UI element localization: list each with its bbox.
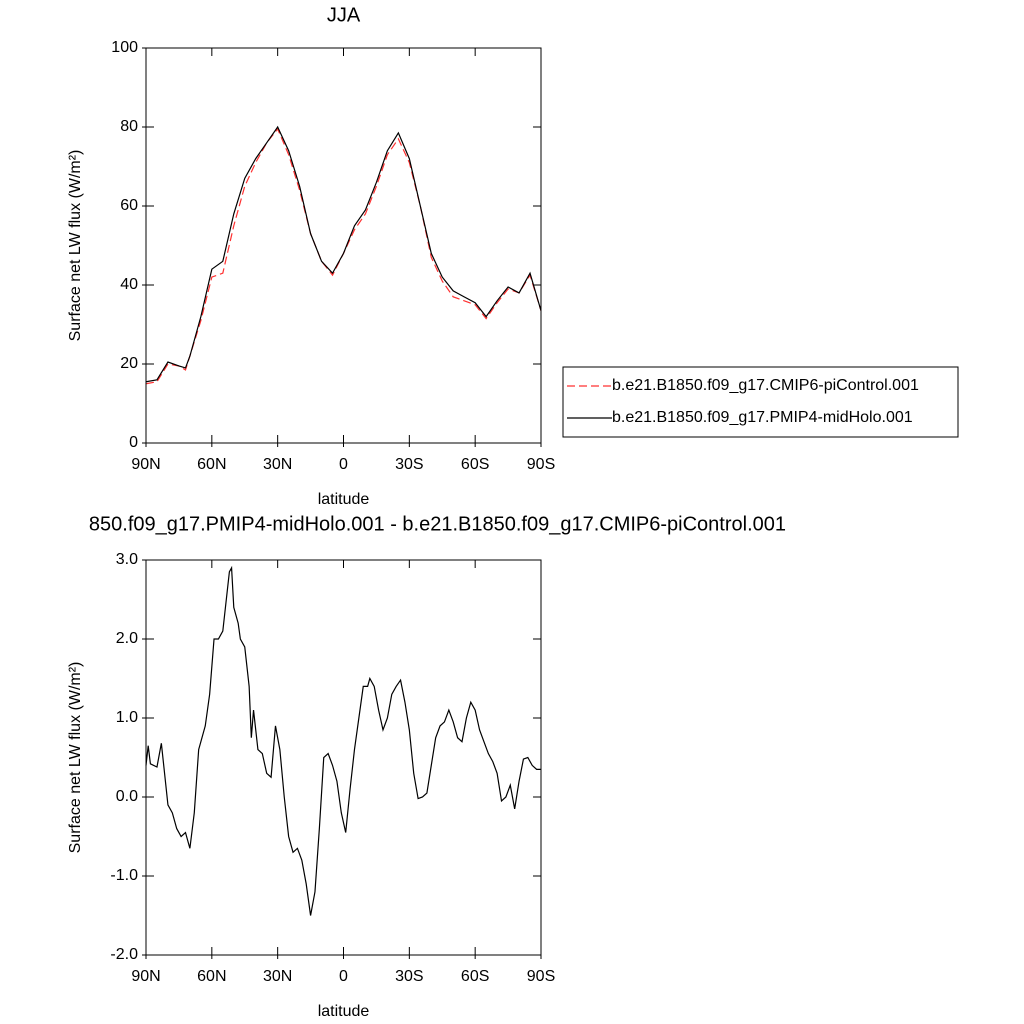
x-axis-label: latitude — [318, 491, 370, 508]
y-tick-label: 20 — [120, 355, 138, 372]
data-line — [145, 127, 542, 385]
x-tick-label: 60N — [197, 456, 226, 473]
legend-label: b.e21.B1850.f09_g17.CMIP6-piControl.001 — [612, 377, 919, 394]
y-tick-label: 0 — [129, 434, 138, 451]
x-tick-label: 60S — [461, 968, 489, 985]
x-tick-label: 90N — [131, 968, 160, 985]
x-tick-label: 30N — [263, 456, 292, 473]
x-tick-label: 0 — [339, 456, 348, 473]
x-tick-label: 60N — [197, 968, 226, 985]
legend-box — [562, 366, 959, 438]
y-tick-label: 1.0 — [116, 709, 138, 726]
y-tick-label: 80 — [120, 118, 138, 135]
y-tick-label: 40 — [120, 276, 138, 293]
x-tick-label: 90S — [527, 968, 555, 985]
x-tick-label: 30S — [395, 968, 423, 985]
y-tick-label: 3.0 — [116, 551, 138, 568]
y-axis-label: Surface net LW flux (W/m²) — [67, 662, 84, 854]
plot-frame — [145, 47, 542, 444]
x-tick-label: 0 — [339, 968, 348, 985]
y-tick-label: 2.0 — [116, 630, 138, 647]
y-tick-label: 60 — [120, 197, 138, 214]
legend-label: b.e21.B1850.f09_g17.PMIP4-midHolo.001 — [612, 409, 913, 426]
chart-title: JJA — [327, 4, 361, 26]
x-tick-label: 60S — [461, 456, 489, 473]
plot-frame — [145, 559, 542, 956]
x-tick-label: 90N — [131, 456, 160, 473]
x-tick-label: 30N — [263, 968, 292, 985]
y-tick-label: 0.0 — [116, 788, 138, 805]
x-tick-label: 90S — [527, 456, 555, 473]
y-axis-label: Surface net LW flux (W/m²) — [67, 150, 84, 342]
data-line — [145, 125, 542, 383]
x-axis-label: latitude — [318, 1003, 370, 1020]
x-tick-label: 30S — [395, 456, 423, 473]
data-line — [145, 565, 541, 916]
chart-title: 850.f09_g17.PMIP4-midHolo.001 - b.e21.B1… — [89, 513, 786, 535]
y-tick-label: -1.0 — [110, 867, 138, 884]
y-tick-label: -2.0 — [110, 946, 138, 963]
y-tick-label: 100 — [111, 39, 138, 56]
